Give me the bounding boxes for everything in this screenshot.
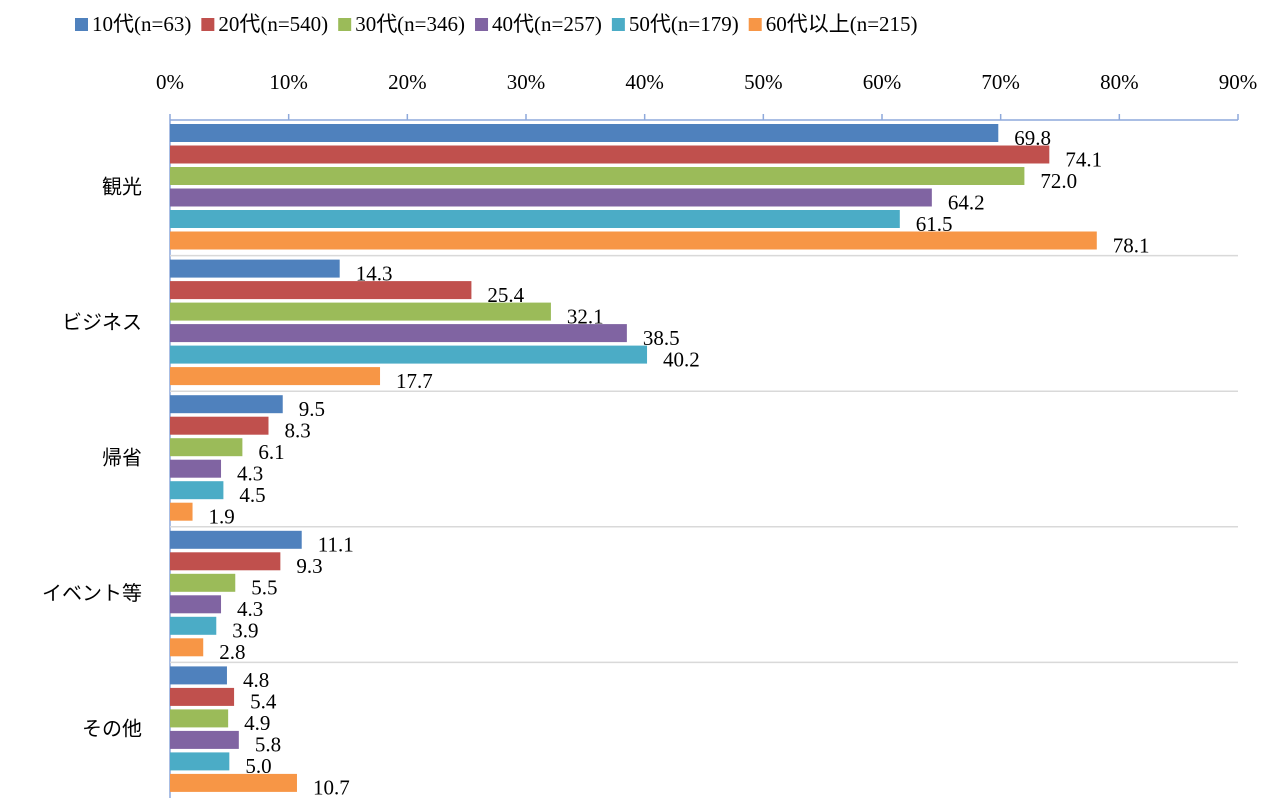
bar bbox=[170, 210, 900, 228]
data-label: 11.1 bbox=[318, 533, 354, 557]
data-label: 5.5 bbox=[251, 576, 277, 600]
bar bbox=[170, 730, 239, 749]
bar bbox=[170, 687, 235, 706]
bar bbox=[170, 459, 222, 478]
bar bbox=[170, 530, 302, 549]
data-label: 4.9 bbox=[244, 711, 270, 735]
bar bbox=[170, 259, 340, 278]
bar bbox=[170, 167, 1025, 185]
bar bbox=[170, 367, 381, 386]
bar bbox=[170, 324, 627, 343]
bar bbox=[170, 124, 999, 142]
legend-label: 50代(n=179) bbox=[629, 12, 739, 36]
bar bbox=[170, 281, 472, 300]
y-tick-label: 観光 bbox=[102, 174, 142, 198]
data-label: 9.5 bbox=[299, 397, 325, 421]
data-label: 1.9 bbox=[209, 505, 235, 529]
data-label: 4.5 bbox=[239, 483, 265, 507]
legend-swatch bbox=[748, 18, 762, 31]
bar bbox=[170, 595, 222, 614]
x-tick-label: 60% bbox=[863, 70, 902, 94]
y-tick-label: 帰省 bbox=[102, 446, 142, 470]
x-tick-label: 80% bbox=[1100, 70, 1139, 94]
x-tick-label: 90% bbox=[1219, 70, 1258, 94]
y-tick-label: ビジネス bbox=[62, 310, 142, 334]
bar bbox=[170, 502, 193, 521]
bar bbox=[170, 231, 1097, 250]
bar bbox=[170, 573, 236, 592]
legend-label: 40代(n=257) bbox=[492, 12, 602, 36]
bar bbox=[170, 188, 932, 207]
x-tick-label: 10% bbox=[269, 70, 308, 94]
y-tick-label: その他 bbox=[82, 717, 142, 741]
data-label: 3.9 bbox=[232, 619, 258, 643]
data-label: 72.0 bbox=[1040, 169, 1077, 193]
data-label: 5.8 bbox=[255, 733, 281, 757]
data-label: 8.3 bbox=[284, 419, 310, 443]
bar bbox=[170, 302, 551, 321]
data-label: 10.7 bbox=[313, 776, 350, 798]
data-label: 78.1 bbox=[1113, 233, 1150, 257]
data-label: 64.2 bbox=[948, 190, 985, 214]
bar bbox=[170, 752, 230, 771]
data-label: 4.3 bbox=[237, 462, 263, 486]
bar bbox=[170, 552, 281, 571]
bar bbox=[170, 773, 297, 792]
data-label: 74.1 bbox=[1065, 147, 1102, 171]
bar bbox=[170, 638, 204, 657]
legend-swatch bbox=[475, 18, 489, 31]
data-label: 5.4 bbox=[250, 690, 277, 714]
y-tick-label: イベント等 bbox=[42, 581, 142, 605]
data-label: 4.8 bbox=[243, 668, 269, 692]
data-label: 4.3 bbox=[237, 597, 263, 621]
bar bbox=[170, 395, 283, 414]
data-label: 2.8 bbox=[219, 640, 245, 664]
bar bbox=[170, 709, 229, 728]
bar bbox=[170, 145, 1050, 164]
x-tick-label: 0% bbox=[156, 70, 184, 94]
data-label: 6.1 bbox=[258, 440, 284, 464]
bar bbox=[170, 416, 269, 435]
legend-label: 10代(n=63) bbox=[92, 12, 191, 36]
bar bbox=[170, 481, 224, 500]
bar bbox=[170, 438, 243, 457]
legend-swatch bbox=[201, 18, 215, 31]
x-tick-label: 50% bbox=[744, 70, 783, 94]
legend-label: 20代(n=540) bbox=[218, 12, 328, 36]
bar bbox=[170, 345, 648, 364]
legend-swatch bbox=[338, 18, 352, 31]
bar bbox=[170, 666, 227, 685]
bar bbox=[170, 616, 217, 635]
x-tick-label: 30% bbox=[507, 70, 546, 94]
legend-swatch bbox=[611, 18, 625, 31]
x-tick-label: 40% bbox=[625, 70, 664, 94]
legend-swatch bbox=[75, 18, 88, 31]
legend-label: 60代以上(n=215) bbox=[766, 12, 918, 36]
data-label: 9.3 bbox=[296, 554, 322, 578]
data-label: 38.5 bbox=[643, 326, 680, 350]
legend-label: 30代(n=346) bbox=[355, 12, 465, 36]
x-tick-label: 70% bbox=[981, 70, 1020, 94]
data-label: 17.7 bbox=[396, 369, 433, 393]
x-tick-label: 20% bbox=[388, 70, 427, 94]
data-label: 40.2 bbox=[663, 347, 700, 371]
